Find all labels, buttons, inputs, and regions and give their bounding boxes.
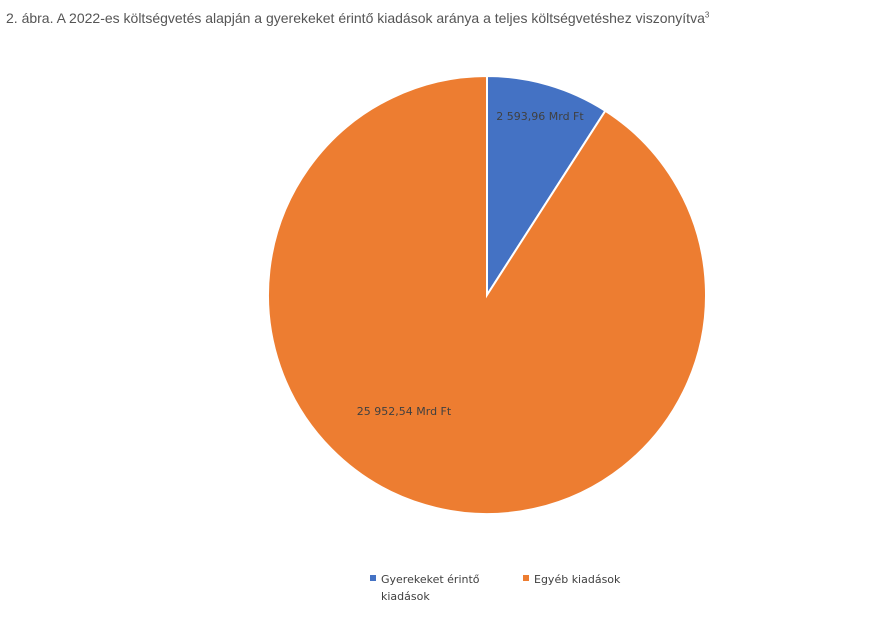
data-label: 25 952,54 Mrd Ft xyxy=(357,405,452,418)
legend-swatch xyxy=(523,575,529,581)
legend-swatch xyxy=(370,575,376,581)
pie-slice xyxy=(267,74,707,515)
legend-label: Egyéb kiadások xyxy=(534,573,621,586)
title-footnote: 3 xyxy=(704,10,710,20)
legend-label: Gyerekeket érintő kiadások xyxy=(381,573,480,603)
chart-title-box: 2. ábra. A 2022-es költségvetés alapján … xyxy=(6,10,709,26)
legend: Gyerekeket érintő kiadások Egyéb kiadások xyxy=(370,571,620,605)
legend-item: Egyéb kiadások xyxy=(523,571,620,605)
chart: 2 593,96 Mrd Ft 25 952,54 Mrd Ft xyxy=(267,74,707,515)
data-label: 2 593,96 Mrd Ft xyxy=(496,110,584,123)
legend-item: Gyerekeket érintő kiadások xyxy=(370,571,503,605)
chart-title: 2. ábra. A 2022-es költségvetés alapján … xyxy=(6,10,705,26)
pie-slice xyxy=(486,74,607,299)
